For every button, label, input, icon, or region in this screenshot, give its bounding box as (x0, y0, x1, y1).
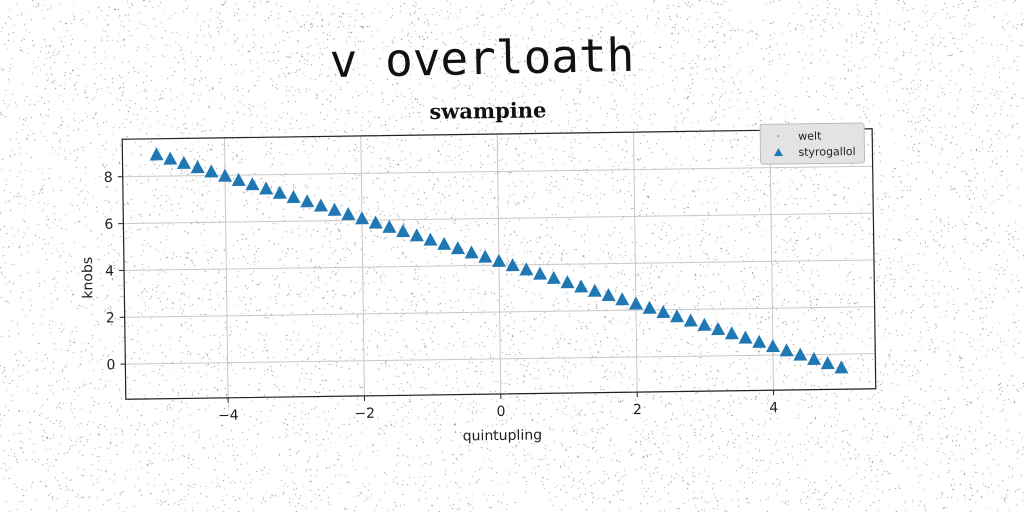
data-point-styrogallol (410, 228, 424, 241)
data-point-styrogallol (191, 160, 205, 173)
data-point-styrogallol (464, 245, 478, 258)
data-point-styrogallol (821, 356, 835, 369)
data-point-styrogallol (177, 156, 191, 169)
grid-line-x (361, 136, 365, 396)
data-point-styrogallol (643, 301, 657, 314)
data-point-styrogallol (752, 335, 766, 348)
data-point-styrogallol (300, 194, 314, 207)
legend-label-styrogallol: styrogallol (798, 145, 855, 159)
data-point-styrogallol (533, 267, 547, 280)
x-tick-label: 4 (769, 400, 778, 416)
data-point-styrogallol (355, 211, 369, 224)
plot-area: −4 −2 0 2 4 0 2 4 6 8 (103, 129, 876, 426)
data-point-styrogallol (779, 343, 793, 356)
data-point-styrogallol (711, 322, 725, 335)
data-point-styrogallol (725, 326, 739, 339)
y-tick-label: 2 (106, 310, 115, 326)
chart-figure: swampine −4 −2 0 2 4 0 2 4 6 8 quintupling knobs… (78, 93, 877, 450)
legend: welt styrogallol (760, 123, 865, 164)
x-tick-label: 2 (633, 402, 642, 418)
data-point-styrogallol (286, 190, 300, 203)
y-tick-label: 8 (104, 170, 113, 186)
headline: v overloath (329, 28, 635, 88)
data-point-styrogallol (259, 181, 273, 194)
data-point-styrogallol (273, 186, 287, 199)
data-point-styrogallol (204, 164, 218, 177)
y-axis-ticks: 0 2 4 6 8 (104, 170, 126, 374)
data-point-styrogallol (834, 360, 848, 373)
data-point-styrogallol (629, 296, 643, 309)
data-point-styrogallol (574, 279, 588, 292)
data-point-styrogallol (615, 292, 629, 305)
data-point-styrogallol (245, 177, 259, 190)
data-point-styrogallol (588, 284, 602, 297)
x-tick-label: −4 (218, 408, 239, 424)
data-point-styrogallol (492, 254, 506, 267)
data-point-styrogallol (656, 305, 670, 318)
data-point-styrogallol (670, 309, 684, 322)
y-tick-label: 4 (105, 264, 114, 280)
data-point-styrogallol (601, 288, 615, 301)
data-point-styrogallol (560, 275, 574, 288)
data-point-styrogallol (437, 237, 451, 250)
data-point-styrogallol (793, 347, 807, 360)
data-point-styrogallol (766, 339, 780, 352)
data-point-styrogallol (451, 241, 465, 254)
legend-label-welt: welt (798, 129, 822, 142)
data-point-styrogallol (697, 318, 711, 331)
data-point-styrogallol (547, 271, 561, 284)
data-point-styrogallol (149, 147, 163, 160)
y-tick-label: 6 (104, 217, 113, 233)
data-point-styrogallol (163, 152, 177, 165)
data-point-styrogallol (684, 313, 698, 326)
x-tick-label: −2 (354, 406, 375, 422)
data-point-styrogallol (396, 224, 410, 237)
x-axis-label: quintupling (463, 427, 543, 444)
data-point-styrogallol (314, 198, 328, 211)
grid-line-x (634, 132, 638, 392)
data-point-styrogallol (341, 207, 355, 220)
data-point-styrogallol (478, 250, 492, 263)
data-point-styrogallol (327, 203, 341, 216)
chart-title: swampine (429, 97, 546, 124)
data-point-styrogallol (423, 232, 437, 245)
x-tick-label: 0 (496, 404, 505, 420)
y-axis-label: knobs (80, 257, 97, 299)
data-point-styrogallol (807, 352, 821, 365)
data-point-styrogallol (738, 330, 752, 343)
x-axis-ticks: −4 −2 0 2 4 (218, 390, 779, 424)
data-point-styrogallol (382, 220, 396, 233)
y-tick-label: 0 (106, 357, 115, 373)
data-point-styrogallol (369, 215, 383, 228)
